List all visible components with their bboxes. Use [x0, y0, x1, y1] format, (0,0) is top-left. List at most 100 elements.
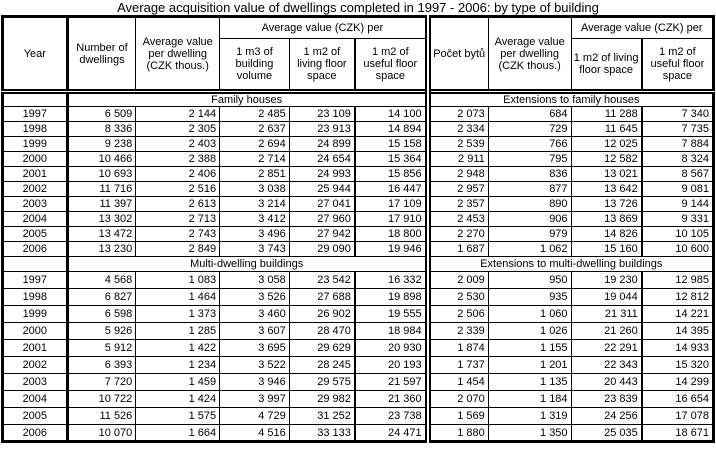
value-cell: 2 485: [219, 106, 290, 122]
table-row: 1997 6 509 2 144 2 485 23 109 14 100 2 073 684 1…: [2, 106, 714, 122]
value-cell: 14 826: [570, 226, 643, 242]
value-cell: 2 694: [219, 136, 290, 152]
value-cell: 877: [487, 181, 572, 197]
value-cell: 1 874: [427, 339, 489, 357]
value-cell: 13 472: [66, 226, 137, 242]
page-title: Average acquisition value of dwellings c…: [117, 0, 599, 15]
value-cell: 21 260: [570, 322, 643, 340]
value-cell: 3 214: [219, 196, 290, 212]
header-pocet-bytu: Počet bytů: [427, 16, 489, 92]
value-cell: 20 193: [354, 356, 431, 374]
value-cell: 16 332: [354, 271, 431, 289]
value-cell: 2 073: [427, 106, 489, 122]
value-cell: 18 984: [354, 322, 431, 340]
value-cell: 1 319: [487, 407, 572, 425]
header-year: Year: [2, 16, 69, 92]
header-sub-m2-living-right: 1 m2 of living floor space: [570, 38, 643, 92]
value-cell: 21 597: [354, 373, 431, 391]
header-sub-m2-useful-left: 1 m2 of useful floor space: [354, 38, 431, 92]
value-cell: 12 582: [570, 151, 643, 167]
table-row: 2000 10 466 2 388 2 714 24 654 15 364 2 911 795…: [2, 151, 714, 167]
value-cell: 10 105: [641, 226, 714, 242]
header-sub-m3-building-volume: 1 m3 of building volume: [219, 38, 290, 92]
value-cell: 1 687: [427, 241, 489, 257]
value-cell: 27 960: [288, 211, 356, 227]
value-cell: 2 334: [427, 121, 489, 137]
year-cell: 2000: [2, 151, 69, 167]
value-cell: 795: [487, 151, 572, 167]
value-cell: 14 221: [641, 305, 714, 323]
value-cell: 10 600: [641, 241, 714, 257]
value-cell: 2 530: [427, 288, 489, 306]
value-cell: 11 645: [570, 121, 643, 137]
value-cell: 2 849: [135, 241, 221, 257]
value-cell: 1 464: [135, 288, 221, 306]
table-row: 2006 10 070 1 664 4 516 33 133 24 471 1 880 1 3…: [2, 424, 714, 442]
value-cell: 24 993: [288, 166, 356, 182]
value-cell: 17 078: [641, 407, 714, 425]
value-cell: 14 894: [354, 121, 431, 137]
header-avg-value-czk-per-left: Average value (CZK) per: [219, 16, 431, 39]
value-cell: 29 090: [288, 241, 356, 257]
value-cell: 2 070: [427, 390, 489, 408]
value-cell: 24 256: [570, 407, 643, 425]
value-cell: 3 460: [219, 305, 290, 323]
value-cell: 12 812: [641, 288, 714, 306]
value-cell: 729: [487, 121, 572, 137]
value-cell: 16 654: [641, 390, 714, 408]
value-cell: 2 270: [427, 226, 489, 242]
year-cell: 1998: [2, 121, 69, 137]
value-cell: 1 350: [487, 424, 572, 442]
value-cell: 10 693: [66, 166, 137, 182]
value-cell: 1 664: [135, 424, 221, 442]
value-cell: 15 856: [354, 166, 431, 182]
year-cell: 2000: [2, 322, 69, 340]
value-cell: 12 985: [641, 271, 714, 289]
value-cell: 17 910: [354, 211, 431, 227]
value-cell: 15 160: [570, 241, 643, 257]
table-row: 2004 10 722 1 424 3 997 29 982 21 360 2 070 1 1…: [2, 390, 714, 408]
value-cell: 24 899: [288, 136, 356, 152]
table-row: 1998 6 827 1 464 3 526 27 688 19 898 2 530 935 1…: [2, 288, 714, 306]
value-cell: 11 397: [66, 196, 137, 212]
year-cell: 1999: [2, 305, 69, 323]
value-cell: 5 926: [66, 322, 137, 340]
value-cell: 766: [487, 136, 572, 152]
value-cell: 29 575: [288, 373, 356, 391]
value-cell: 13 642: [570, 181, 643, 197]
table-row: 2005 13 472 2 743 3 496 27 942 18 800 2 270 979…: [2, 226, 714, 242]
value-cell: 18 800: [354, 226, 431, 242]
table-row: 1999 9 238 2 403 2 694 24 899 15 158 2 539 766 1…: [2, 136, 714, 152]
value-cell: 18 671: [641, 424, 714, 442]
value-cell: 27 688: [288, 288, 356, 306]
value-cell: 14 395: [641, 322, 714, 340]
value-cell: 1 880: [427, 424, 489, 442]
value-cell: 1 062: [487, 241, 572, 257]
value-cell: 1 424: [135, 390, 221, 408]
value-cell: 1 737: [427, 356, 489, 374]
value-cell: 1 459: [135, 373, 221, 391]
value-cell: 23 109: [288, 106, 356, 122]
value-cell: 9 081: [641, 181, 714, 197]
value-cell: 950: [487, 271, 572, 289]
section-label-right: Extensions to multi-dwelling buildings: [427, 256, 714, 272]
value-cell: 1 026: [487, 322, 572, 340]
value-cell: 12 025: [570, 136, 643, 152]
value-cell: 23 738: [354, 407, 431, 425]
value-cell: 6 393: [66, 356, 137, 374]
value-cell: 9 238: [66, 136, 137, 152]
value-cell: 23 542: [288, 271, 356, 289]
value-cell: 2 637: [219, 121, 290, 137]
value-cell: 3 526: [219, 288, 290, 306]
value-cell: 20 443: [570, 373, 643, 391]
value-cell: 836: [487, 166, 572, 182]
value-cell: 10 466: [66, 151, 137, 167]
value-cell: 1 422: [135, 339, 221, 357]
value-cell: 1 060: [487, 305, 572, 323]
value-cell: 13 230: [66, 241, 137, 257]
value-cell: 26 902: [288, 305, 356, 323]
value-cell: 3 522: [219, 356, 290, 374]
table-row: 2005 11 526 1 575 4 729 31 252 23 738 1 569 1 3…: [2, 407, 714, 425]
main-table: Year Number of dwellings Average value p…: [1, 15, 715, 443]
table-row: 2002 11 716 2 516 3 038 25 944 16 447 2 957 877…: [2, 181, 714, 197]
